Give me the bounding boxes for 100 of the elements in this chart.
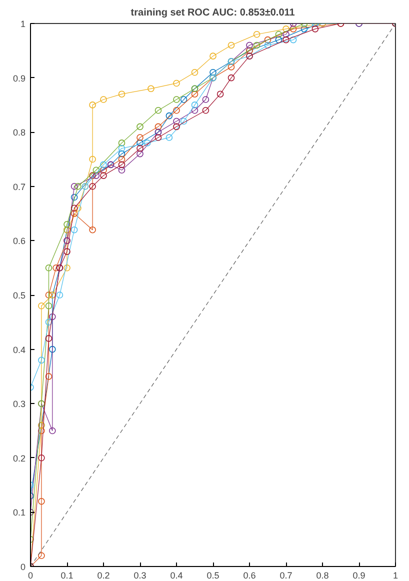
point [45, 318, 52, 326]
point [100, 166, 107, 174]
x-tick-label: 1 [392, 570, 398, 580]
point [228, 64, 235, 70]
point [49, 346, 56, 353]
y-tick-label: 1 [20, 19, 26, 29]
point [136, 150, 144, 158]
point [191, 102, 198, 108]
point [100, 172, 107, 179]
point [275, 30, 282, 38]
y-tick-label: 0.1 [12, 508, 26, 518]
point [74, 183, 82, 190]
point [70, 194, 78, 201]
point [64, 264, 70, 272]
point [202, 96, 210, 103]
point [45, 264, 52, 272]
x-tick-label: 0.1 [60, 570, 74, 580]
point [154, 134, 162, 141]
point [136, 144, 144, 152]
x-tick-label: 0.6 [243, 570, 256, 580]
point [180, 96, 188, 103]
point [89, 156, 96, 163]
point [264, 36, 272, 44]
point [38, 427, 45, 434]
point [275, 36, 282, 44]
point [52, 264, 60, 272]
point [70, 226, 78, 234]
x-tick-label: 0 [28, 570, 34, 580]
point [173, 106, 180, 114]
point [118, 90, 126, 98]
point [173, 123, 180, 130]
x-tick-label: 0.4 [170, 570, 183, 580]
point [290, 36, 297, 44]
point [166, 134, 173, 141]
x-tick-label: 0.9 [352, 570, 366, 580]
point [49, 313, 56, 320]
point [118, 166, 126, 174]
point [45, 292, 52, 298]
point [300, 26, 308, 32]
y-tick-label: 0 [20, 562, 26, 572]
point [118, 156, 126, 163]
point [118, 144, 126, 152]
point [70, 183, 78, 190]
point [45, 302, 52, 310]
point [92, 172, 100, 179]
point [191, 68, 198, 76]
point [89, 183, 96, 190]
point [253, 42, 260, 49]
point [228, 42, 235, 49]
point [118, 150, 126, 158]
point [136, 134, 144, 141]
point [173, 118, 180, 125]
point [74, 204, 82, 212]
y-tick-label: 0.7 [12, 182, 26, 192]
point [136, 123, 144, 130]
point [38, 454, 45, 462]
point [312, 26, 319, 32]
point [144, 140, 151, 146]
point [264, 42, 272, 49]
point [246, 42, 253, 49]
point [92, 166, 100, 174]
point [38, 302, 45, 310]
point [70, 210, 78, 217]
point [216, 90, 224, 98]
point [191, 90, 198, 98]
point [154, 106, 162, 114]
point [64, 248, 70, 255]
point [38, 552, 45, 560]
y-tick-label: 0.5 [12, 290, 26, 300]
x-tick-label: 0.7 [280, 570, 292, 580]
chart-title: training set ROC AUC: 0.853±0.011 [130, 8, 296, 18]
point [89, 102, 96, 108]
y-tick-label: 0.8 [12, 128, 26, 138]
point [191, 106, 198, 114]
point [210, 68, 216, 76]
point [70, 204, 78, 212]
point [253, 30, 260, 38]
y-tick-label: 0.6 [12, 236, 26, 246]
point [100, 96, 107, 103]
point [118, 140, 126, 146]
line-series [30, 24, 396, 566]
x-tick-label: 0.3 [134, 570, 146, 580]
point [56, 292, 64, 298]
point [202, 106, 210, 114]
y-tick-label: 0.9 [12, 73, 26, 84]
point [166, 112, 173, 120]
y-tick-label: 0.3 [12, 399, 26, 410]
x-tick-label: 0.5 [206, 570, 220, 580]
x-tick-label: 0.8 [316, 570, 329, 580]
point [38, 356, 45, 364]
point [89, 226, 96, 234]
point [45, 335, 52, 342]
x-tick-label: 0.2 [97, 570, 110, 580]
point [49, 427, 56, 434]
point [100, 161, 107, 168]
point [64, 221, 70, 228]
point [45, 373, 52, 380]
point [38, 498, 45, 505]
point [136, 140, 144, 146]
point [282, 26, 290, 32]
